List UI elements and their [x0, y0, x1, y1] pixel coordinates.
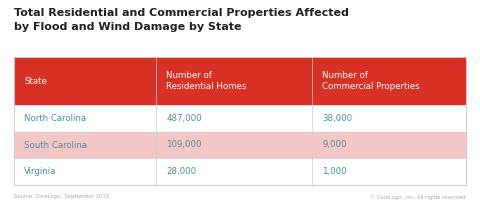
Bar: [14, 105, 466, 132]
Text: 28,000: 28,000: [167, 167, 196, 176]
Text: State: State: [24, 77, 47, 85]
Text: Number of
Commercial Properties: Number of Commercial Properties: [323, 71, 420, 91]
Text: Number of
Residential Homes: Number of Residential Homes: [167, 71, 247, 91]
Bar: [14, 132, 466, 158]
Text: South Carolina: South Carolina: [24, 141, 87, 149]
Text: © CoreLogic, Inc. All rights reserved: © CoreLogic, Inc. All rights reserved: [371, 194, 466, 200]
Bar: [14, 57, 466, 105]
Text: North Carolina: North Carolina: [24, 114, 86, 123]
Text: 1,000: 1,000: [323, 167, 347, 176]
Text: 109,000: 109,000: [167, 141, 202, 149]
Text: 38,000: 38,000: [323, 114, 352, 123]
Bar: [14, 158, 466, 185]
Text: Virginia: Virginia: [24, 167, 56, 176]
Bar: [14, 57, 466, 185]
Text: Total Residential and Commercial Properties Affected
by Flood and Wind Damage by: Total Residential and Commercial Propert…: [14, 8, 349, 32]
Text: 9,000: 9,000: [323, 141, 347, 149]
Text: 487,000: 487,000: [167, 114, 202, 123]
Text: Source: CoreLogic, September 2018: Source: CoreLogic, September 2018: [14, 194, 109, 199]
